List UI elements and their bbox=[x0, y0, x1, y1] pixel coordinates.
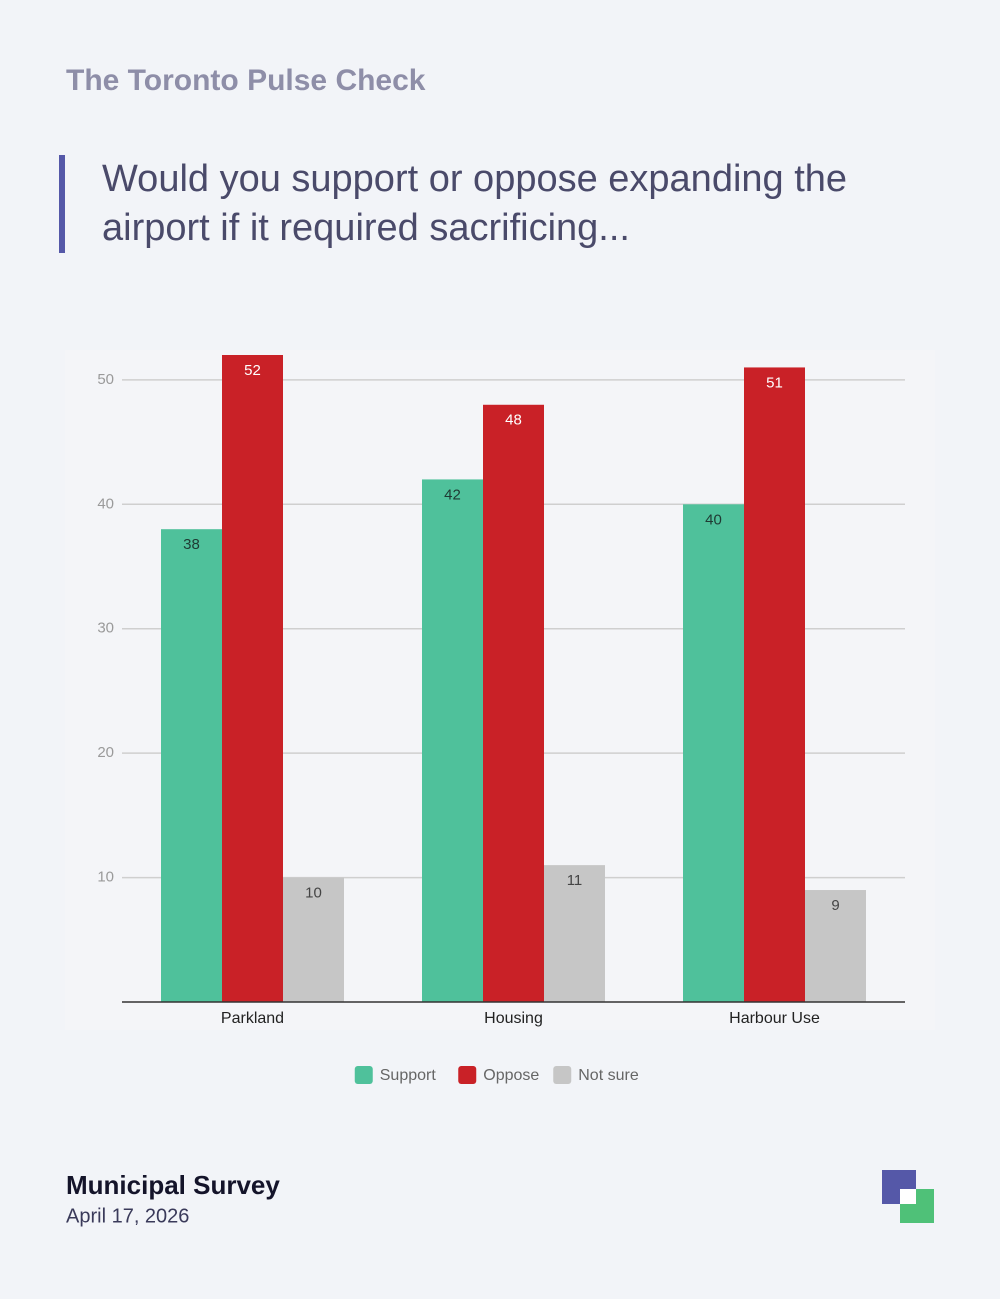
question-line: Would you support or oppose expanding th… bbox=[102, 158, 847, 200]
data-label: 9 bbox=[831, 897, 839, 914]
bar bbox=[683, 504, 744, 1002]
legend-label: Not sure bbox=[578, 1067, 639, 1084]
question-line: airport if it required sacrificing... bbox=[102, 207, 630, 249]
bar bbox=[161, 529, 222, 1002]
legend-swatch bbox=[458, 1066, 477, 1084]
legend-label: Oppose bbox=[483, 1067, 539, 1084]
y-tick-label: 40 bbox=[97, 495, 114, 512]
x-tick-label: Parkland bbox=[221, 1010, 284, 1027]
data-label: 51 bbox=[766, 374, 783, 391]
bar bbox=[805, 890, 866, 1002]
bar bbox=[544, 865, 605, 1002]
bar bbox=[422, 479, 483, 1002]
footer-date: April 17, 2026 bbox=[66, 1205, 189, 1227]
bar bbox=[283, 877, 344, 1002]
data-label: 10 bbox=[305, 885, 322, 902]
legend-label: Support bbox=[380, 1067, 437, 1084]
data-label: 52 bbox=[244, 362, 261, 379]
y-tick-label: 30 bbox=[97, 620, 114, 637]
y-tick-label: 20 bbox=[97, 744, 114, 761]
y-tick-label: 10 bbox=[97, 869, 114, 886]
logo bbox=[900, 1189, 916, 1204]
header-title: The Toronto Pulse Check bbox=[66, 64, 426, 97]
legend-swatch bbox=[354, 1066, 373, 1084]
data-label: 42 bbox=[444, 486, 461, 503]
x-tick-label: Harbour Use bbox=[729, 1010, 820, 1027]
x-tick-label: Housing bbox=[484, 1010, 543, 1027]
bar bbox=[222, 355, 283, 1002]
data-label: 40 bbox=[705, 511, 722, 528]
data-label: 38 bbox=[183, 536, 200, 553]
bar bbox=[744, 367, 805, 1002]
data-label: 48 bbox=[505, 412, 522, 429]
legend-swatch bbox=[553, 1066, 572, 1084]
quote-bar bbox=[59, 155, 65, 253]
y-tick-label: 50 bbox=[97, 371, 114, 388]
bar bbox=[483, 404, 544, 1002]
footer-title: Municipal Survey bbox=[66, 1170, 280, 1200]
data-label: 11 bbox=[567, 872, 583, 889]
chart: 10 20 30 40 50 Parkland 38 52 10 Housing 42 48 11 Har… bbox=[97, 355, 905, 1084]
